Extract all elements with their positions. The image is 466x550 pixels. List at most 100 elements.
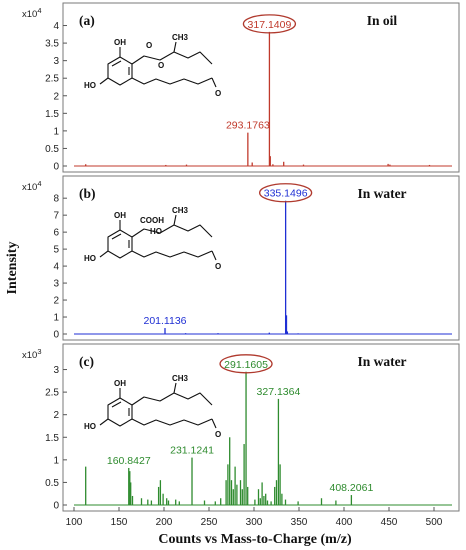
structure-label-methyl: CH3 xyxy=(172,374,189,383)
panel-condition: In water xyxy=(357,186,406,201)
peak-label: 317.1409 xyxy=(248,19,292,31)
peak-highlight-ellipse xyxy=(258,183,313,203)
x-tick-label: 100 xyxy=(66,517,83,528)
y-scale-exponent: 4 xyxy=(37,6,41,15)
x-tick-label: 150 xyxy=(111,517,128,528)
x-tick-label: 500 xyxy=(426,517,443,528)
y-tick-label: 3.5 xyxy=(45,39,59,50)
methyl-bond xyxy=(173,214,177,226)
ring-double-bond xyxy=(111,60,122,67)
y-scale-exponent: 3 xyxy=(37,347,41,356)
panel-frame xyxy=(62,175,460,341)
structure-label-ho: HO xyxy=(84,422,96,431)
y-tick-label: 1.5 xyxy=(45,433,59,444)
ho-bond xyxy=(99,77,109,85)
ketone-bond xyxy=(211,418,217,429)
peak-label: 408.2061 xyxy=(329,482,373,494)
panels-layer: 00.511.522.533.54x104293.1763317.1409(a)… xyxy=(22,2,460,528)
y-tick-label: 1 xyxy=(53,126,59,137)
y-scale-factor: x104 xyxy=(22,179,42,193)
panel-tag: (c) xyxy=(79,354,94,369)
alkyl-chain xyxy=(131,250,213,258)
y-tick-label: 4 xyxy=(53,21,59,32)
peak-highlight-ellipse xyxy=(242,14,297,34)
x-tick-label: 250 xyxy=(201,517,218,528)
y-tick-label: 1 xyxy=(53,313,59,324)
spectrum-panel-2: 0 1 2 3 4 5 6 7 8 x104 201.1136 335.1496 (b) In water… xyxy=(22,175,460,341)
alkyl-chain xyxy=(131,77,213,85)
ketone-bond xyxy=(211,77,217,88)
structure-label-methyl: CH3 xyxy=(172,206,189,215)
structure-label-oh: OH xyxy=(114,379,126,388)
structure-label-cooh: COOH xyxy=(140,216,164,225)
structure-label-ho-chain: HO xyxy=(150,227,162,236)
peak-label: 160.8427 xyxy=(107,455,151,467)
alkyl-chain xyxy=(131,418,213,426)
y-tick-label: 2 xyxy=(53,410,59,421)
x-tick-label: 400 xyxy=(336,517,353,528)
spectrum-panel-1: 00.511.522.533.54x104293.1763317.1409(a)… xyxy=(22,2,460,173)
peak-label: 201.1136 xyxy=(143,315,186,327)
y-tick-label: 2 xyxy=(53,296,59,307)
x-tick-label: 350 xyxy=(291,517,308,528)
y-tick-label: 4 xyxy=(53,262,59,273)
chemical-structure-1: OH HO O CH3 O O xyxy=(84,33,221,98)
y-tick-label: 3 xyxy=(53,56,59,67)
y-tick-label: 2.5 xyxy=(45,74,59,85)
structure-label-ketone-o: O xyxy=(215,89,221,98)
y-tick-label: 0 xyxy=(53,330,59,341)
y-axis-title: Intensity xyxy=(5,242,20,295)
panel-tag: (a) xyxy=(79,13,95,28)
y-tick-label: 5 xyxy=(53,245,59,256)
peak-label: 291.1605 xyxy=(224,359,268,371)
y-tick-label: 0.5 xyxy=(45,144,59,155)
y-tick-label: 1.5 xyxy=(45,109,59,120)
structure-label-ring-o: O xyxy=(158,61,164,70)
y-tick-label: 0 xyxy=(53,501,59,512)
methyl-bond xyxy=(173,382,177,394)
x-tick-label: 300 xyxy=(246,517,263,528)
x-tick-label: 200 xyxy=(156,517,173,528)
y-tick-label: 0.5 xyxy=(45,478,59,489)
ho-bond xyxy=(99,250,109,258)
structure-label-ketone-o: O xyxy=(215,262,221,271)
panel-frame xyxy=(62,2,460,173)
y-tick-label: 0 xyxy=(53,162,59,173)
structure-label-oh: OH xyxy=(114,211,126,220)
structure-label-methyl: CH3 xyxy=(172,33,189,42)
structure-label-carbonyl-o: O xyxy=(146,41,152,50)
structure-label-oh: OH xyxy=(114,38,126,47)
y-tick-label: 7 xyxy=(53,211,59,222)
panel-tag: (b) xyxy=(79,186,96,201)
y-tick-label: 2.5 xyxy=(45,388,59,399)
panel-condition: In water xyxy=(357,354,406,369)
y-tick-label: 8 xyxy=(53,194,59,205)
x-tick-label: 450 xyxy=(381,517,398,528)
y-scale-exponent: 4 xyxy=(37,179,41,188)
peak-label: 293.1763 xyxy=(226,120,270,132)
spectrum-panel-3: 00.511.522.53x103160.8427231.1241291.160… xyxy=(22,343,460,512)
y-scale-factor: x103 xyxy=(22,347,42,361)
peak-highlight-ellipse xyxy=(219,354,273,374)
chemical-structure-3: OH HO O CH3 xyxy=(84,374,221,439)
structure-label-ho: HO xyxy=(84,81,96,90)
ring-double-bond xyxy=(111,401,122,408)
y-tick-label: 1 xyxy=(53,455,59,466)
y-tick-label: 2 xyxy=(53,91,59,102)
ring-double-bond xyxy=(111,233,122,240)
peak-label: 335.1496 xyxy=(264,188,308,200)
peak-label: 231.1241 xyxy=(170,445,214,457)
y-scale-factor: x104 xyxy=(22,6,42,20)
y-tick-label: 3 xyxy=(53,365,59,376)
methyl-bond xyxy=(173,41,177,53)
panel-condition: In oil xyxy=(367,13,398,28)
structure-label-ho: HO xyxy=(84,254,96,263)
x-axis-title: Counts vs Mass-to-Charge (m/z) xyxy=(158,532,352,547)
y-tick-label: 3 xyxy=(53,279,59,290)
chemical-structure-2: OH HO O CH3 COOH HO xyxy=(84,206,221,271)
ketone-bond xyxy=(211,250,217,261)
y-tick-label: 6 xyxy=(53,228,59,239)
ho-bond xyxy=(99,418,109,426)
structure-label-ketone-o: O xyxy=(215,430,221,439)
